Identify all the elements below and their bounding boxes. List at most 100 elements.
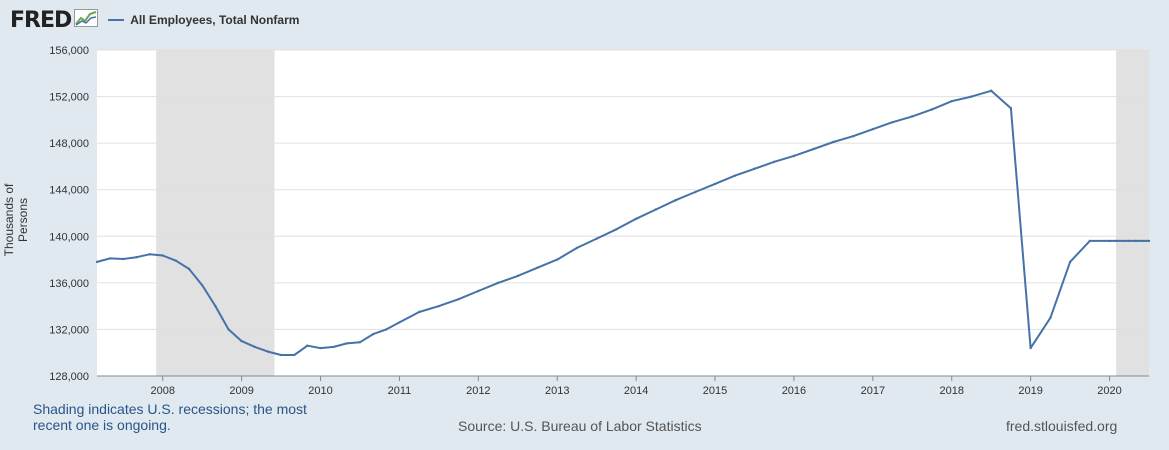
data-point xyxy=(266,350,270,353)
data-point xyxy=(792,154,796,158)
x-tick-label: 2012 xyxy=(466,385,490,397)
x-tick-label: 2013 xyxy=(545,385,569,397)
data-point xyxy=(1147,239,1151,243)
y-tick-label: 152,000 xyxy=(49,92,89,104)
source-text: Source: U.S. Bureau of Labor Statistics xyxy=(458,418,702,434)
x-tick-label: 2019 xyxy=(1018,385,1042,397)
legend-line-swatch xyxy=(108,19,125,21)
data-point xyxy=(516,274,519,278)
data-point xyxy=(108,257,112,260)
data-point xyxy=(1068,260,1072,264)
x-tick-label: 2020 xyxy=(1097,385,1121,397)
series-line xyxy=(96,89,1149,356)
x-tick-label: 2015 xyxy=(703,385,727,397)
data-point xyxy=(122,257,125,261)
y-tick-label: 148,000 xyxy=(49,138,89,150)
data-point xyxy=(135,256,138,259)
y-tick-label: 140,000 xyxy=(49,231,89,243)
y-tick-label: 136,000 xyxy=(49,278,89,290)
recession-band xyxy=(156,50,275,376)
fred-logo-graph-icon xyxy=(74,8,99,32)
chart-legend[interactable]: All Employees, Total Nonfarm xyxy=(108,13,299,27)
data-point xyxy=(871,127,875,131)
x-tick-label: 2017 xyxy=(861,385,885,397)
data-point xyxy=(930,108,934,111)
data-point xyxy=(1009,107,1013,110)
data-point xyxy=(694,190,697,194)
data-point xyxy=(293,353,296,357)
data-point xyxy=(851,134,855,138)
data-point xyxy=(496,281,500,285)
data-point xyxy=(457,297,460,301)
x-tick-label: 2014 xyxy=(624,385,648,397)
x-tick-label: 2009 xyxy=(229,385,253,397)
data-point xyxy=(437,304,441,308)
data-point xyxy=(911,115,914,118)
y-tick-label: 156,000 xyxy=(49,45,89,57)
data-point xyxy=(1108,239,1111,243)
y-tick-label: 144,000 xyxy=(49,185,89,197)
data-point xyxy=(615,228,618,231)
data-point xyxy=(832,140,835,144)
data-point xyxy=(319,346,322,350)
data-point xyxy=(385,328,388,331)
data-point xyxy=(733,174,736,177)
data-point xyxy=(1141,239,1144,243)
legend-series-label: All Employees, Total Nonfarm xyxy=(130,13,300,27)
data-point xyxy=(1029,346,1032,350)
data-point xyxy=(1088,239,1092,243)
data-point xyxy=(358,341,362,344)
x-tick-label: 2008 xyxy=(150,385,174,397)
data-point xyxy=(1114,239,1118,243)
data-point xyxy=(575,246,579,250)
data-point xyxy=(214,304,217,308)
data-point xyxy=(812,147,815,151)
data-point xyxy=(306,344,309,347)
data-point xyxy=(174,259,178,262)
fred-logo[interactable]: FRED xyxy=(10,7,72,33)
data-point xyxy=(227,328,230,331)
data-point xyxy=(753,167,756,170)
x-tick-label: 2011 xyxy=(388,385,412,397)
data-point xyxy=(1049,316,1052,319)
data-point xyxy=(1121,239,1124,243)
data-point xyxy=(891,120,894,124)
data-point xyxy=(654,208,658,211)
data-point xyxy=(187,267,191,271)
x-tick-label: 2018 xyxy=(940,385,964,397)
data-point xyxy=(253,345,257,349)
x-tick-label: 2010 xyxy=(308,385,332,397)
data-point xyxy=(536,266,539,269)
data-point xyxy=(674,198,677,202)
data-point xyxy=(200,283,204,287)
data-point xyxy=(1128,239,1131,243)
data-point xyxy=(371,332,375,336)
data-point xyxy=(634,217,638,221)
data-point xyxy=(345,342,349,345)
data-point xyxy=(1134,239,1138,243)
data-point xyxy=(95,260,99,264)
x-tick-label: 2016 xyxy=(782,385,806,397)
y-tick-label: 128,000 xyxy=(49,371,89,383)
data-point xyxy=(240,339,243,343)
data-point xyxy=(417,310,421,314)
data-point xyxy=(970,95,973,98)
data-point xyxy=(398,321,401,324)
header: FRED All Employees, Total Nonfarm xyxy=(10,6,299,34)
recession-band xyxy=(1116,50,1149,376)
data-point xyxy=(161,254,164,257)
data-point xyxy=(950,100,953,103)
data-point xyxy=(713,182,717,186)
recession-shading-note: Shading indicates U.S. recessions; the m… xyxy=(33,401,307,433)
data-point xyxy=(595,237,598,240)
data-point xyxy=(773,160,776,163)
data-point xyxy=(332,345,335,349)
fred-url-link[interactable]: fred.stlouisfed.org xyxy=(1006,418,1118,434)
data-point xyxy=(148,253,151,256)
data-point xyxy=(477,289,480,293)
y-tick-label: 132,000 xyxy=(49,324,89,336)
data-point xyxy=(989,89,993,92)
data-point xyxy=(556,258,559,261)
data-point xyxy=(279,353,283,357)
